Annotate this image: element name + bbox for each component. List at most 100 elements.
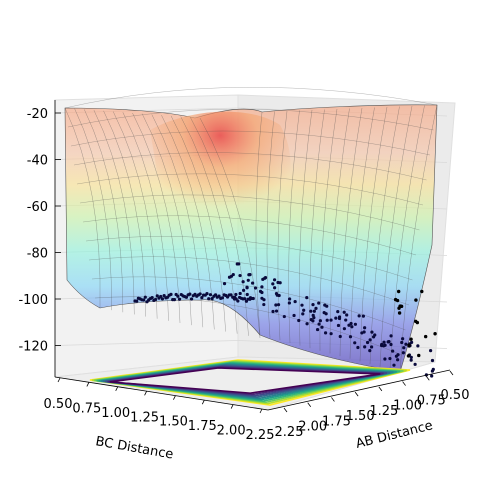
x-tick-mark xyxy=(307,402,312,407)
x-axis-line xyxy=(267,369,451,411)
scatter-point xyxy=(273,286,277,290)
scatter-point xyxy=(227,275,232,279)
scatter-point xyxy=(401,351,405,355)
wire-line xyxy=(76,173,424,206)
wire-line xyxy=(180,116,238,334)
wire-line xyxy=(132,112,181,324)
scatter-point xyxy=(248,296,253,300)
y-tick-label: 1.75 xyxy=(188,419,217,434)
scatter-point xyxy=(292,313,296,318)
scatter-point xyxy=(392,363,396,367)
scatter-point xyxy=(287,301,291,305)
scatter-point xyxy=(274,303,278,307)
x-tick-label: 1.25 xyxy=(369,404,398,419)
wire-line xyxy=(113,111,158,319)
z-gridline xyxy=(54,340,239,346)
x-axis-ticks: 0.500.751.001.251.501.752.002.25 xyxy=(275,370,470,440)
scatter-point xyxy=(388,356,392,361)
scatter-point xyxy=(251,281,255,285)
scatter-point xyxy=(184,295,189,299)
scatter-point xyxy=(288,297,292,301)
scatter-point xyxy=(261,277,265,281)
scatter-point xyxy=(135,299,139,303)
scatter-point xyxy=(370,345,374,349)
scatter-point xyxy=(420,289,424,294)
scatter-point xyxy=(205,292,209,296)
scatter-point xyxy=(409,358,413,362)
scatter-point xyxy=(430,374,434,378)
scatter-point xyxy=(153,297,158,302)
scatter-point xyxy=(430,358,435,363)
scatter-point xyxy=(329,332,333,336)
contour-line xyxy=(109,367,381,394)
scatter-point xyxy=(373,333,377,337)
scatter-point xyxy=(396,358,400,362)
y-tick-mark xyxy=(230,404,234,409)
y-tick-mark xyxy=(86,382,90,387)
y-tick-label: 1.25 xyxy=(130,410,159,425)
scatter-point xyxy=(260,285,264,289)
scatter-point xyxy=(189,297,194,301)
scatter-point xyxy=(337,315,342,319)
x-tick-label: 0.50 xyxy=(441,388,470,403)
scatter-point xyxy=(370,330,374,334)
wire-line xyxy=(70,130,431,156)
x-tick-mark xyxy=(331,397,335,402)
scatter-point xyxy=(297,318,301,323)
x-tick-label: 1.50 xyxy=(346,409,375,424)
wire-line xyxy=(122,112,169,321)
z-tick-label: -80 xyxy=(27,247,48,262)
z-axis-ticks: -20 -40 -60 -80 -100 -120 xyxy=(18,107,61,355)
scatter-point xyxy=(423,334,428,339)
scatter-point xyxy=(188,292,192,296)
wire-line xyxy=(79,194,420,231)
wire-line xyxy=(255,111,263,336)
wire-line xyxy=(277,110,288,341)
x-tick-mark xyxy=(425,376,430,381)
scatter-point xyxy=(305,296,309,300)
scatter-point xyxy=(244,299,249,303)
wire-line xyxy=(82,215,417,256)
scatter-point xyxy=(247,273,251,277)
scatter-point xyxy=(325,318,329,322)
scatter-point xyxy=(360,331,364,335)
scatter-point xyxy=(172,298,177,302)
scatter-point xyxy=(349,321,353,326)
scatter-point xyxy=(401,337,405,341)
wire-line xyxy=(339,107,363,357)
wire-line xyxy=(359,106,388,362)
scatter-point xyxy=(347,323,351,327)
x-tick-mark xyxy=(283,407,288,413)
scatter-point xyxy=(143,295,147,299)
scatter-point xyxy=(234,292,238,297)
y-tick-mark xyxy=(259,408,263,414)
surface-wireframe xyxy=(64,87,438,373)
scatter-point xyxy=(162,294,166,298)
x-tick-mark xyxy=(378,386,383,392)
x-tick-label: 2.00 xyxy=(298,420,327,435)
wire-line xyxy=(103,110,146,317)
scatter-point xyxy=(344,318,348,322)
scatter-point xyxy=(276,303,281,307)
scatter-point xyxy=(348,335,353,339)
scatter-point xyxy=(238,291,242,296)
scatter-point xyxy=(245,292,249,297)
scatter-point xyxy=(309,309,313,313)
scatter-point xyxy=(389,334,393,338)
y-tick-mark xyxy=(115,386,119,392)
scatter-point xyxy=(417,353,421,358)
scatter-point xyxy=(407,343,411,348)
scatter-point xyxy=(398,304,402,308)
scatter-point xyxy=(386,340,390,344)
scatter-point xyxy=(414,319,418,324)
scatter-point xyxy=(311,303,315,307)
scatter-point xyxy=(177,297,182,301)
scatter-point xyxy=(272,278,277,282)
scatter-point xyxy=(368,338,372,342)
scatter-point xyxy=(363,345,367,349)
y-tick-label: 0.75 xyxy=(72,401,101,416)
scatter-point xyxy=(305,322,309,326)
scatter-point xyxy=(410,340,414,344)
scatter-point xyxy=(361,314,365,318)
